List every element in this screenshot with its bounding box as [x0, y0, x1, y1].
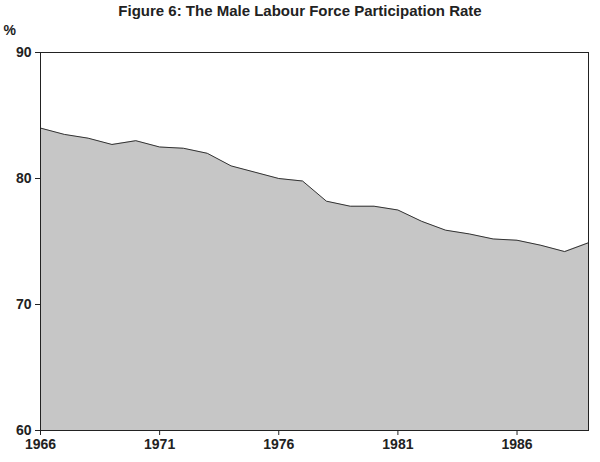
- svg-text:80: 80: [16, 170, 32, 186]
- svg-text:%: %: [4, 22, 17, 38]
- svg-text:1976: 1976: [263, 436, 294, 452]
- svg-text:60: 60: [15, 422, 32, 438]
- svg-text:1981: 1981: [382, 436, 413, 452]
- svg-text:1966: 1966: [25, 436, 56, 452]
- html-text:Figure 6: The Male Labour Forc: Figure 6: The Male Labour Force Particip…: [118, 2, 482, 19]
- svg-text:70: 70: [16, 296, 32, 312]
- svg-text:90: 90: [16, 44, 32, 60]
- svg-text:1971: 1971: [144, 436, 175, 452]
- svg-text:1986: 1986: [501, 436, 532, 452]
